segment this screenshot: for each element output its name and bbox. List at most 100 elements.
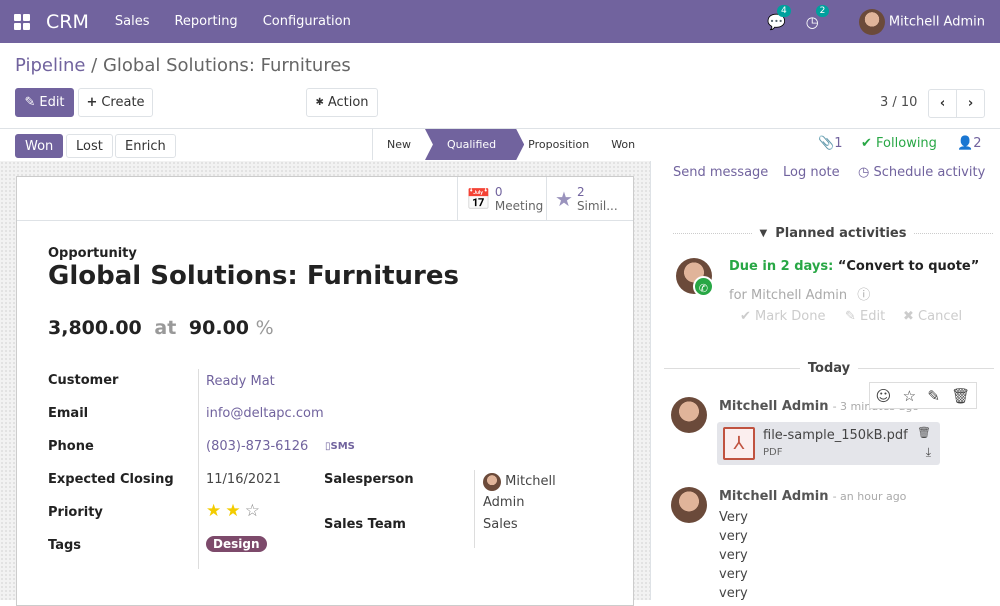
message-avatar[interactable]: [671, 397, 707, 433]
similar-smart-button[interactable]: ★ 2 Simil...: [546, 177, 635, 220]
action-button[interactable]: ✱ Action: [306, 88, 378, 117]
form-sheet: 📅 0 Meeting ★ 2 Simil... Opportunity Global …: [16, 176, 634, 606]
trash-icon[interactable]: 🗑: [951, 386, 971, 405]
edit-activity-button[interactable]: ✎ Edit: [845, 309, 885, 324]
star-empty-icon[interactable]: ☆: [244, 501, 261, 521]
user-avatar: [858, 8, 885, 35]
user-menu[interactable]: Mitchell Admin: [858, 8, 985, 35]
check-icon: ✔: [740, 309, 751, 324]
menu-reporting[interactable]: Reporting: [174, 14, 238, 29]
emoji-icon[interactable]: ☺: [875, 386, 892, 405]
edit-button[interactable]: ✎ Edit: [15, 88, 74, 117]
phone-link[interactable]: (803)-873-6126: [206, 439, 309, 454]
menu-sales[interactable]: Sales: [114, 14, 150, 29]
sms-button[interactable]: ▯SMS: [325, 441, 355, 452]
similar-count: 2: [576, 184, 585, 199]
attachment-card[interactable]: ⅄ file-sample_150kB.pdf PDF 🗑 ⤓: [717, 422, 940, 465]
stage-won[interactable]: Won: [611, 138, 636, 151]
star-filled-icon[interactable]: ★: [206, 501, 222, 521]
record-type: Opportunity: [48, 246, 137, 261]
pencil-icon: ✎: [845, 309, 856, 324]
pencil-icon[interactable]: ✎: [927, 386, 940, 405]
followers-button[interactable]: 👤2: [957, 136, 981, 151]
trash-icon[interactable]: 🗑: [917, 426, 931, 439]
priority-label: Priority: [48, 505, 103, 520]
following-button[interactable]: ✔ Following: [861, 136, 937, 151]
breadcrumb-current: Global Solutions: Furnitures: [102, 55, 351, 76]
meeting-smart-button[interactable]: 📅 0 Meeting: [457, 177, 551, 220]
enrich-button[interactable]: Enrich: [115, 134, 176, 158]
breadcrumb-pipeline[interactable]: Pipeline: [15, 55, 86, 76]
won-button[interactable]: Won: [15, 134, 64, 158]
message-body: Very very very very very: [719, 508, 748, 603]
cancel-activity-button[interactable]: ✖ Cancel: [903, 309, 962, 324]
pager-value[interactable]: 3 / 10: [880, 95, 918, 110]
divider: [198, 369, 199, 569]
salesperson-value[interactable]: Mitchell Admin: [483, 471, 583, 513]
attachments-button[interactable]: 📎1: [818, 136, 842, 151]
create-button[interactable]: + Create: [78, 88, 153, 117]
stage-new[interactable]: New: [387, 138, 411, 151]
info-icon[interactable]: ⓘ: [857, 288, 871, 303]
send-message-button[interactable]: Send message: [673, 165, 769, 180]
pager-next-button[interactable]: ›: [956, 89, 985, 118]
activity-assignee-text: for Mitchell Admin: [729, 288, 848, 303]
message-author[interactable]: Mitchell Admin: [719, 399, 829, 414]
user-name: Mitchell Admin: [888, 14, 985, 29]
tag-design[interactable]: Design: [206, 536, 267, 552]
activity-title[interactable]: Due in 2 days: “Convert to quote”: [729, 259, 979, 274]
activity-summary: “Convert to quote”: [837, 259, 980, 274]
planned-activities-title: Planned activities: [775, 226, 907, 241]
create-label: Create: [101, 95, 145, 110]
chevron-right-icon: ›: [967, 96, 974, 111]
divider: [0, 128, 1000, 129]
divider: [17, 220, 633, 221]
lost-button[interactable]: Lost: [66, 134, 113, 158]
attachments-count: 1: [834, 136, 843, 151]
menu-configuration[interactable]: Configuration: [262, 14, 351, 29]
chatter: 📎1 ✔ Following 👤2 Send message Log note …: [651, 129, 1000, 603]
email-link[interactable]: info@deltapc.com: [206, 406, 324, 421]
message-header: Mitchell Admin - an hour ago: [719, 489, 906, 504]
priority-stars[interactable]: ★ ★ ☆: [206, 501, 260, 521]
email-label: Email: [48, 406, 89, 421]
record-title[interactable]: Global Solutions: Furnitures: [48, 261, 459, 291]
expected-closing-value[interactable]: 11/16/2021: [206, 472, 281, 487]
apps-menu-icon[interactable]: [14, 13, 30, 30]
log-note-button[interactable]: Log note: [783, 165, 840, 180]
messages-icon[interactable]: 💬 4: [767, 4, 791, 31]
mark-done-label: Mark Done: [755, 309, 826, 324]
download-icon[interactable]: ⤓: [925, 445, 931, 459]
stage-proposition[interactable]: Proposition: [528, 138, 590, 151]
sms-label: SMS: [330, 441, 355, 452]
planned-activities-toggle[interactable]: ▼ Planned activities: [673, 226, 994, 241]
star-filled-icon[interactable]: ★: [225, 501, 241, 521]
cancel-activity-label: Cancel: [918, 309, 963, 324]
messages-badge: 4: [776, 4, 791, 17]
star-icon: ★: [555, 186, 573, 211]
customer-link[interactable]: Ready Mat: [206, 374, 275, 389]
pager-previous-button[interactable]: ‹: [928, 89, 957, 118]
message-actions: ☺ ☆ ✎ 🗑: [869, 382, 977, 409]
star-icon[interactable]: ☆: [902, 386, 917, 405]
activities-icon[interactable]: ◷ 2: [806, 4, 830, 31]
attachment-type: PDF: [763, 447, 783, 458]
mark-done-button[interactable]: ✔ Mark Done: [740, 309, 825, 324]
schedule-label: Schedule activity: [873, 165, 986, 180]
expected-closing-label: Expected Closing: [48, 472, 174, 487]
salesperson-avatar: [483, 472, 501, 491]
caret-down-icon: ▼: [759, 228, 768, 239]
message-author[interactable]: Mitchell Admin: [719, 489, 829, 504]
sales-team-value[interactable]: Sales: [483, 517, 518, 532]
expected-revenue[interactable]: 3,800.00 at 90.00 %: [48, 317, 274, 339]
sales-team-label: Sales Team: [324, 517, 406, 532]
similar-label: Simil...: [576, 198, 618, 213]
schedule-activity-button[interactable]: ◷ Schedule activity: [858, 165, 985, 180]
stage-qualified[interactable]: Qualified: [425, 129, 525, 160]
message-line: very: [719, 529, 748, 544]
breadcrumb-separator: /: [85, 55, 103, 76]
attachment-name: file-sample_150kB.pdf: [763, 428, 908, 443]
app-name[interactable]: CRM: [46, 10, 89, 33]
followers-count: 2: [973, 136, 982, 151]
message-avatar[interactable]: [671, 487, 707, 523]
